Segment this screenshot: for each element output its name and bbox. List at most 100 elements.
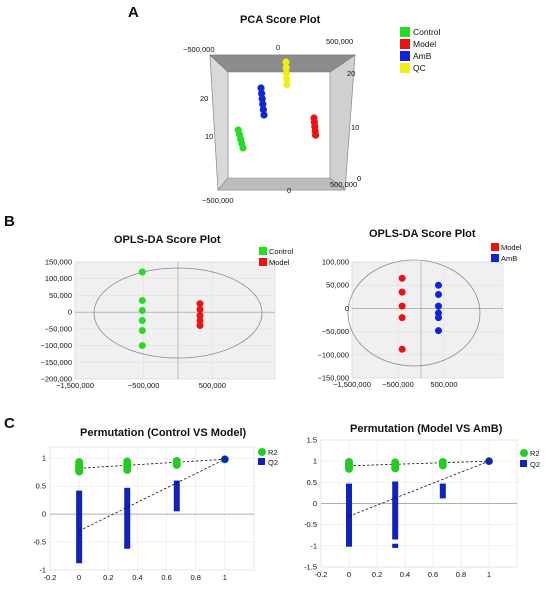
opls1-ytick-label: −50,000 [45,324,72,333]
pca-legend-swatch-qc [400,63,410,73]
perm1-xtick-label: 0.2 [103,573,113,582]
perm1-ytick-label: -0.5 [33,538,46,547]
perm2-fit-line-r2 [348,460,490,467]
perm1-q2-point [221,455,229,463]
pca-tick-top-right: 500,000 [326,37,353,46]
perm2-legend-swatch-r2 [520,449,528,457]
perm2-q2-bar [346,483,352,547]
permutation-plot-model-vs-amb: Permutation (Model VS AmB) 1.5 1 0.5 0 -0.5 -… [304,423,540,579]
pca-tick-left-20: 20 [200,94,208,103]
pca-point-amb [257,84,265,92]
pca-points [234,58,320,152]
pca-tick-bottom-right: 500,000 [330,180,357,189]
pca-score-plot: PCA Score Plot −500,000 0 500,000 20 10 … [183,14,441,205]
opls2-ytick-label: 50,000 [326,281,349,290]
perm2-xtick-label: 0.6 [428,570,438,579]
perm1-r2-point [123,465,132,474]
opls1-xtick-label: 500,000 [199,381,226,390]
pca-legend-label-amb: AmB [413,51,432,61]
opls2-point-amb [434,302,442,310]
perm1-title: Permutation (Control VS Model) [80,427,247,439]
perm2-xtick-label: 1 [487,570,491,579]
opls1-point-model [196,300,204,308]
opls2-grid [351,261,503,379]
opls2-xtick-label: 500,000 [430,380,457,389]
opls1-title: OPLS-DA Score Plot [114,234,221,246]
opls2-ytick-label: −50,000 [322,327,349,336]
opls1-plot-area [74,261,276,380]
pca-legend: Control Model AmB QC [400,27,441,73]
opls2-legend-label-amb: AmB [501,254,517,263]
opls1-hotelling-ellipse [93,267,263,359]
pca-point-qc [283,75,291,83]
opls2-point-amb [434,290,442,298]
opls1-point-control [138,327,146,335]
opls1-xtick-label: −500,000 [128,381,160,390]
permutation-plot-control-vs-model: Permutation (Control VS Model) 1 0.5 0 -0.5… [33,427,278,582]
perm1-xtick-label: 1 [223,573,227,582]
opls1-points [138,268,204,350]
perm2-r2-point [438,461,447,470]
pca-top-wall [209,54,356,73]
opls1-point-control [138,268,146,276]
perm1-ytick-label: 1 [42,454,46,463]
pca-point-model [312,131,320,139]
perm2-q2-bar [392,543,399,548]
pca-point-amb [259,100,267,108]
perm1-xtick-label: 0.6 [161,573,171,582]
perm1-r2-point [75,467,84,476]
opls1-ytick-label: 100,000 [45,274,72,283]
opls2-xtick-label: −500,000 [382,380,414,389]
perm1-xtick-label: 0 [77,573,81,582]
perm1-marks [75,455,229,564]
perm2-xtick-label: 0.4 [400,570,410,579]
perm1-fit-line-q2 [78,458,226,532]
perm1-plot-area [49,446,255,571]
pca-tick-top-mid: 0 [276,43,280,52]
opls2-point-model [398,345,406,353]
opls2-ticks: 100,000 50,000 0 −50,000 −100,000 −150,000−1,… [318,258,458,390]
opls2-point-model [398,314,406,322]
pca-point-control [234,126,242,134]
pca-title: PCA Score Plot [240,14,321,26]
perm1-ytick-label: 0.5 [36,482,46,491]
perm1-fit-line-r2 [79,458,225,469]
perm2-xtick-label: 0.2 [372,570,382,579]
opls2-ytick-label: 0 [345,304,349,313]
perm1-q2-bar [124,487,131,549]
opls2-legend-swatch-model [491,243,499,251]
pca-legend-label-qc: QC [413,63,426,73]
perm1-xtick-label: -0.2 [44,573,57,582]
perm1-xtick-label: 0.4 [132,573,142,582]
perm2-legend-swatch-q2 [520,460,527,467]
opls1-legend: Control Model [259,247,294,267]
perm1-legend-label-r2: R2 [268,448,278,457]
perm2-q2-bar [392,481,399,540]
perm2-marks [345,457,493,548]
opls1-point-control [138,317,146,324]
panel-label-b: B [4,213,15,230]
opls1-ytick-label: 150,000 [45,258,72,267]
opls2-ytick-label: −100,000 [318,350,350,359]
perm1-legend-swatch-q2 [258,458,265,465]
opls-da-plot-control-vs-model: OPLS-DA Score Plot 150,000 100,000 50,000 0… [41,234,294,390]
perm1-legend-swatch-r2 [258,448,266,456]
perm2-legend: R2 Q2 [520,449,540,469]
opls2-legend-label-model: Model [501,243,522,252]
perm2-legend-label-q2: Q2 [530,460,540,469]
pca-tick-top-left: −500,000 [183,45,215,54]
perm2-xtick-label: 0 [347,570,351,579]
pca-point-amb [260,111,268,119]
panel-label-a: A [128,4,139,21]
perm2-grid [320,439,517,568]
perm1-q2-bar [173,480,180,512]
perm1-ytick-label: 0 [42,510,46,519]
pca-legend-swatch-model [400,39,410,49]
perm2-r2-point [345,464,353,473]
opls1-ytick-label: −100,000 [41,341,73,350]
perm2-q2-bar [439,483,446,499]
pca-tick-left-10: 10 [205,132,213,141]
pca-tick-right-20: 20 [347,69,355,78]
pca-point-qc [282,58,290,66]
panel-label-c: C [4,415,15,432]
